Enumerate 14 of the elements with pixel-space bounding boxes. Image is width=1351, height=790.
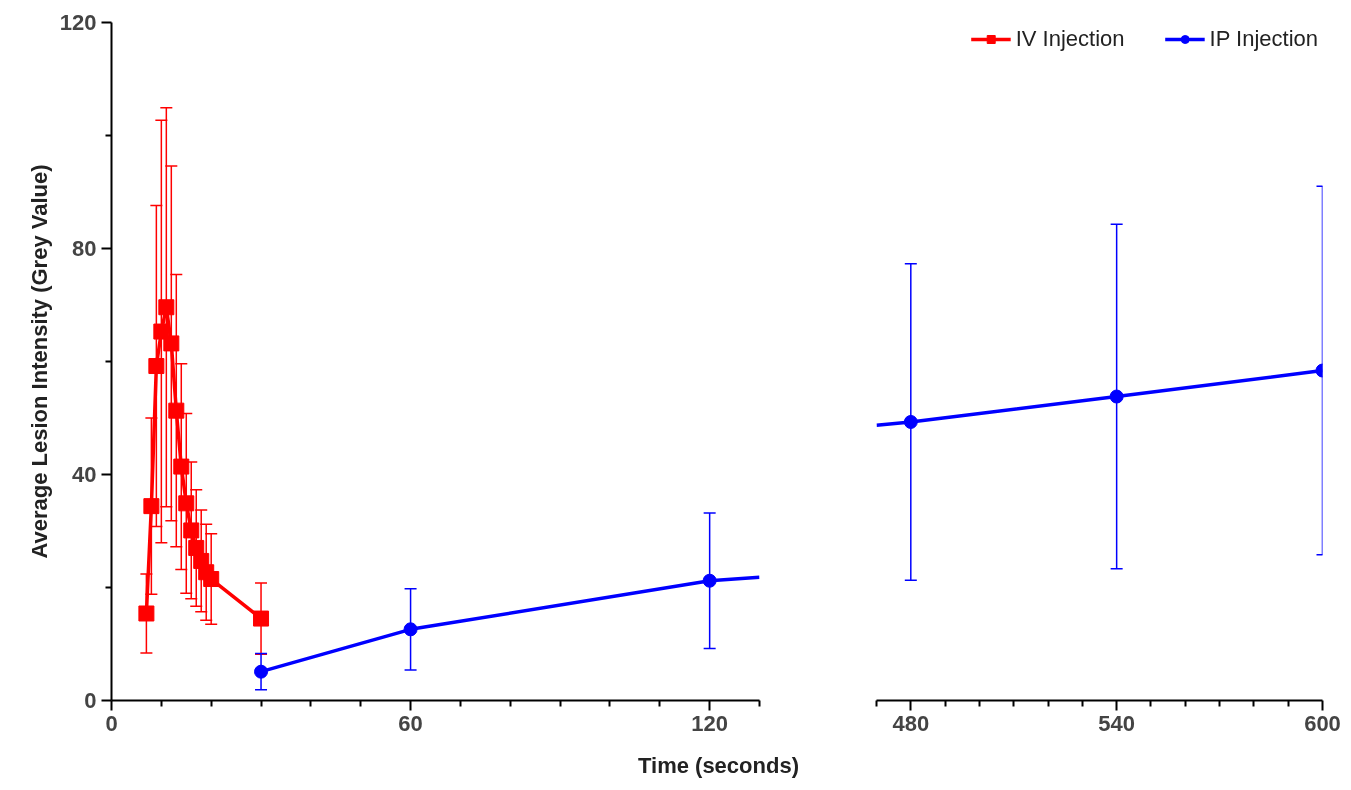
- y-tick-label: 80: [72, 236, 97, 261]
- y-tick-label: 120: [59, 10, 97, 35]
- x-tick-label: 480: [892, 710, 930, 736]
- y-tick-label: 40: [72, 462, 97, 487]
- y-tick-label: 0: [84, 688, 97, 713]
- x-axis-title: Time (seconds): [638, 752, 799, 780]
- x-tick-label: 120: [691, 710, 729, 736]
- legend-label: IP Injection: [1209, 26, 1318, 52]
- legend-label: IV Injection: [1015, 26, 1125, 52]
- x-tick-label: 540: [1098, 710, 1136, 736]
- x-tick-label: 0: [105, 710, 118, 736]
- y-axis-title: Average Lesion Intensity (Grey Value): [26, 164, 52, 559]
- x-tick-label: 600: [1304, 710, 1341, 736]
- x-tick-label: 60: [398, 710, 423, 736]
